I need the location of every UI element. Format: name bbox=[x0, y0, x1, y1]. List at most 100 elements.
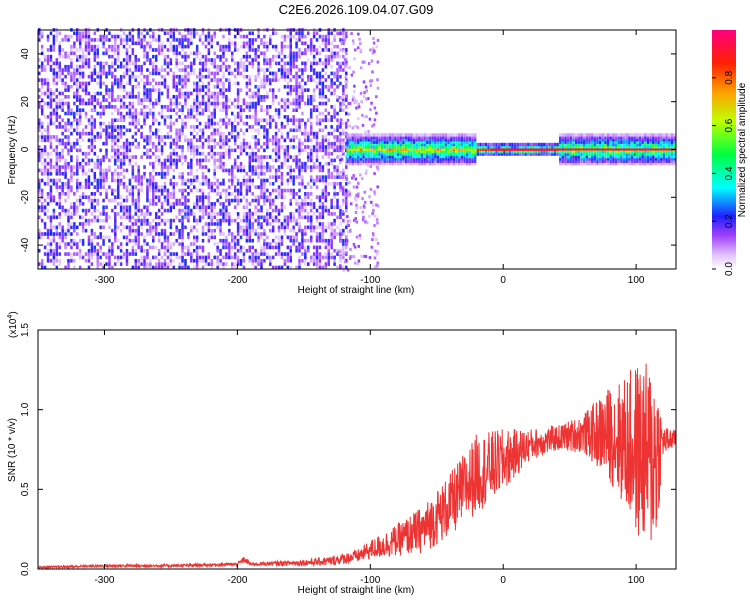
heatmap-cell bbox=[219, 212, 222, 216]
heatmap-cell bbox=[201, 88, 205, 92]
heatmap-cell bbox=[114, 148, 117, 153]
heatmap-cell bbox=[230, 148, 234, 153]
heatmap-cell bbox=[346, 152, 349, 156]
heatmap-cell bbox=[373, 192, 377, 196]
heatmap-cell bbox=[52, 61, 56, 66]
heatmap-cell bbox=[116, 185, 120, 189]
heatmap-cell bbox=[283, 84, 287, 89]
heatmap-cell bbox=[181, 78, 184, 82]
heatmap-cell bbox=[210, 151, 214, 156]
heatmap-cell bbox=[160, 74, 164, 79]
heatmap-cell bbox=[260, 192, 263, 196]
heatmap-cell bbox=[192, 31, 196, 36]
heatmap-cell bbox=[61, 125, 64, 129]
heatmap-cell bbox=[178, 131, 181, 136]
heatmap-cell bbox=[128, 141, 132, 146]
heatmap-cell bbox=[271, 188, 275, 193]
heatmap-cell bbox=[336, 98, 339, 102]
heatmap-cell bbox=[102, 171, 105, 176]
heatmap-cell bbox=[280, 68, 284, 72]
heatmap-cell bbox=[49, 188, 53, 193]
heatmap-cell bbox=[175, 128, 178, 133]
heatmap-cell bbox=[359, 142, 363, 147]
heatmap-cell bbox=[111, 131, 114, 136]
heatmap-cell bbox=[67, 188, 70, 193]
heatmap-cell bbox=[122, 64, 126, 69]
heatmap-cell bbox=[195, 262, 199, 266]
heatmap-cell bbox=[337, 172, 341, 176]
heatmap-cell bbox=[134, 121, 137, 126]
heatmap-cell bbox=[362, 133, 365, 137]
heatmap-cell bbox=[219, 208, 222, 213]
heatmap-cell bbox=[105, 212, 108, 216]
heatmap-cell bbox=[119, 111, 123, 116]
heatmap-cell bbox=[73, 265, 76, 270]
heatmap-cell bbox=[78, 265, 82, 270]
heatmap-cell bbox=[222, 61, 225, 66]
heatmap-cell bbox=[248, 78, 252, 82]
heatmap-cell bbox=[222, 178, 225, 183]
heatmap-cell bbox=[263, 41, 266, 46]
heatmap-cell bbox=[55, 228, 59, 233]
heatmap-cell bbox=[181, 238, 184, 243]
heatmap-cell bbox=[55, 81, 59, 86]
heatmap-cell bbox=[307, 202, 310, 206]
heatmap-cell bbox=[87, 238, 91, 243]
heatmap-cell bbox=[102, 81, 105, 86]
heatmap-cell bbox=[336, 128, 339, 133]
heatmap-cell bbox=[277, 54, 281, 59]
heatmap-cell bbox=[356, 194, 360, 198]
heatmap-cell bbox=[58, 125, 61, 129]
heatmap-cell bbox=[213, 115, 216, 119]
heatmap-cell bbox=[376, 78, 379, 82]
heatmap-cell bbox=[380, 147, 384, 151]
heatmap-cell bbox=[415, 159, 418, 163]
heatmap-cell bbox=[154, 222, 158, 226]
heatmap-cell bbox=[131, 245, 135, 250]
heatmap-cell bbox=[201, 84, 205, 89]
heatmap-cell bbox=[324, 101, 328, 106]
heatmap-cell bbox=[228, 245, 231, 250]
heatmap-cell bbox=[38, 232, 41, 236]
heatmap-cell bbox=[43, 135, 47, 139]
heatmap-cell bbox=[70, 171, 73, 176]
heatmap-cell bbox=[122, 151, 126, 156]
heatmap-cell bbox=[298, 138, 301, 143]
heatmap-cell bbox=[412, 159, 416, 163]
heatmap-cell bbox=[43, 148, 47, 153]
heatmap-cell bbox=[301, 61, 304, 66]
heatmap-cell bbox=[412, 154, 416, 159]
heatmap-cell bbox=[181, 245, 184, 250]
heatmap-cell bbox=[431, 152, 434, 156]
heatmap-cell bbox=[286, 225, 290, 230]
heatmap-cell bbox=[105, 84, 108, 89]
heatmap-cell bbox=[122, 198, 126, 203]
heatmap-cell bbox=[102, 51, 105, 56]
heatmap-cell bbox=[295, 44, 298, 49]
heatmap-cell bbox=[236, 182, 240, 186]
heatmap-cell bbox=[344, 75, 347, 79]
heatmap-cell bbox=[286, 245, 290, 250]
heatmap-cell bbox=[362, 80, 366, 84]
heatmap-cell bbox=[184, 64, 187, 69]
heatmap-cell bbox=[160, 212, 164, 216]
heatmap-cell bbox=[96, 255, 99, 260]
heatmap-cell bbox=[324, 34, 328, 39]
heatmap-cell bbox=[73, 101, 76, 106]
heatmap-cell bbox=[330, 51, 333, 56]
heatmap-cell bbox=[114, 255, 117, 260]
heatmap-cell bbox=[336, 111, 339, 116]
heatmap-cell bbox=[324, 255, 328, 260]
heatmap-cell bbox=[207, 202, 211, 206]
heatmap-cell bbox=[345, 121, 348, 126]
heatmap-cell bbox=[149, 222, 152, 226]
heatmap-cell bbox=[407, 147, 410, 151]
heatmap-cell bbox=[49, 68, 53, 72]
heatmap-cell bbox=[49, 98, 53, 102]
heatmap-cell bbox=[108, 235, 111, 240]
heatmap-cell bbox=[257, 88, 260, 92]
heatmap-cell bbox=[131, 228, 135, 233]
heatmap-cell bbox=[70, 155, 73, 159]
heatmap-cell bbox=[143, 38, 146, 42]
